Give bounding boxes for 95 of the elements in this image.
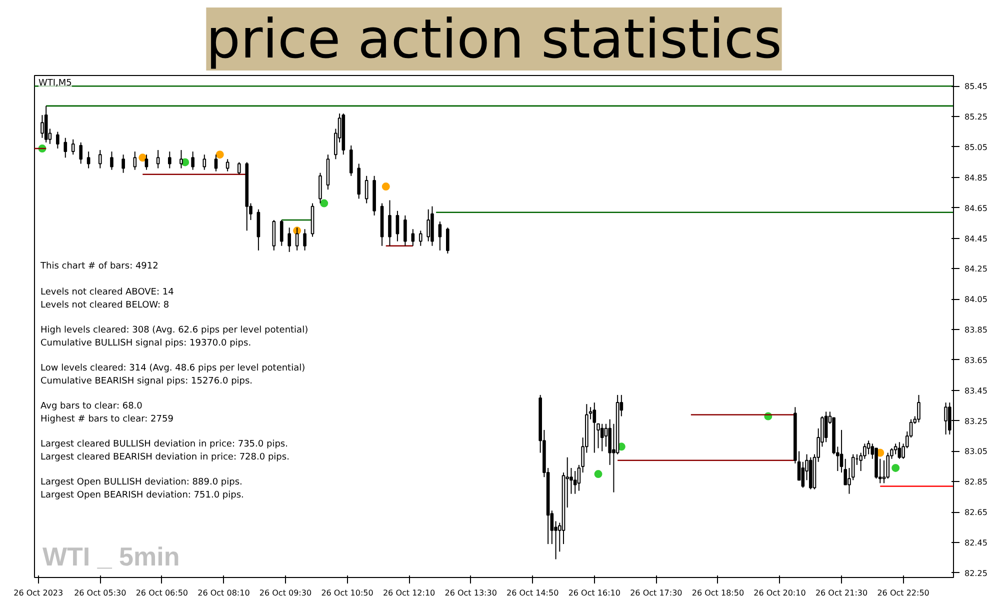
candlestick <box>318 172 322 204</box>
y-tick-label: 83.25 <box>964 416 988 426</box>
x-tick-label: 26 Oct 16:10 <box>568 588 620 598</box>
candlestick <box>944 402 948 436</box>
y-tick-label: 84.05 <box>964 295 988 304</box>
candlestick <box>824 411 828 443</box>
candlestick <box>303 228 306 251</box>
x-tick-label: 26 Oct 22:50 <box>877 588 930 598</box>
y-tick-label: 83.45 <box>964 386 988 396</box>
y-tick-label: 82.25 <box>964 568 988 578</box>
candlestick <box>79 142 82 164</box>
x-tick-label: 26 Oct 12:10 <box>382 588 436 598</box>
candlestick <box>882 460 886 484</box>
x-tick-label: 26 Oct 21:30 <box>815 588 868 598</box>
y-tick-label: 85.05 <box>964 142 988 152</box>
x-tick-label: 26 Oct 08:10 <box>198 588 250 598</box>
candlestick <box>202 154 206 170</box>
annotation: Avg bars to clear: 68.0 Highest # bars to clear: 2759 <box>40 401 174 424</box>
candlestick <box>894 443 898 455</box>
candlestick <box>396 210 400 242</box>
y-tick-label: 85.45 <box>964 82 988 92</box>
point <box>138 154 147 162</box>
candlestick <box>866 440 870 455</box>
y-tick-label: 82.85 <box>964 478 988 487</box>
candlestick <box>573 470 577 494</box>
candlestick <box>851 454 855 481</box>
candlestick <box>388 200 392 246</box>
candlestick <box>600 423 604 452</box>
candlestick <box>133 151 137 170</box>
candlestick <box>418 230 422 246</box>
candlestick <box>349 144 353 176</box>
candlestick <box>86 151 90 169</box>
x-tick-label: 26 Oct 18:50 <box>692 588 744 598</box>
annotation: Largest Open BULLISH deviation: 889.0 pips. Largest Open BEARISH deviation: 751.0 pips. <box>40 477 244 500</box>
annotation: This chart # of bars: 4912 <box>40 261 158 272</box>
candlestick <box>64 137 68 158</box>
y-tick-label: 83.05 <box>964 447 988 456</box>
y-tick-label: 84.65 <box>964 204 988 213</box>
y-tick-label: 85.25 <box>964 112 988 122</box>
chart-subtitle: WTI,M5 <box>38 78 72 88</box>
candlestick <box>364 175 368 204</box>
candlestick <box>40 114 44 138</box>
candlestick <box>917 394 920 423</box>
candlestick <box>404 214 407 246</box>
candlestick <box>801 461 805 488</box>
candlestick <box>71 138 75 156</box>
candlestick <box>122 154 125 174</box>
y-tick-label: 84.45 <box>964 234 988 244</box>
chart-title: price action statistics <box>206 8 782 70</box>
candlestick <box>426 208 430 242</box>
x-tick-label: 26 Oct 10:50 <box>321 588 374 598</box>
y-tick-label: 82.45 <box>964 538 988 548</box>
y-tick-label: 82.65 <box>964 508 988 518</box>
candlestick <box>156 150 160 169</box>
point <box>594 470 602 478</box>
candlestick <box>168 151 172 169</box>
candlestick <box>180 150 183 169</box>
annotation: WTI _ 5min <box>42 542 180 572</box>
candlestick <box>237 162 241 175</box>
annotation: High levels cleared: 308 (Avg. 62.6 pips per level potential) Cumulative BULLISH signal pips: 19370.0 pips. <box>40 325 308 348</box>
candlestick <box>226 158 230 172</box>
candlestick <box>191 151 194 170</box>
y-tick-label: 83.85 <box>964 326 988 335</box>
candlestick <box>438 221 442 251</box>
candlestick <box>98 150 102 169</box>
y-tick-label: 84.25 <box>964 264 988 274</box>
candlestick <box>144 154 148 170</box>
candlestick <box>214 154 218 172</box>
point <box>216 150 224 159</box>
y-tick-label: 83.65 <box>964 356 988 365</box>
x-tick-label: 26 Oct 17:30 <box>630 588 682 598</box>
candlestick <box>592 402 596 454</box>
candlestick <box>56 131 60 150</box>
point <box>382 182 390 191</box>
candlestick <box>110 151 114 170</box>
x-tick-label: 26 Oct 2023 <box>14 588 64 598</box>
candlestick <box>411 228 415 246</box>
candlestick <box>446 227 450 254</box>
point <box>320 199 328 208</box>
x-tick-label: 26 Oct 13:30 <box>444 588 497 598</box>
x-tick-label: 26 Oct 14:50 <box>506 588 559 598</box>
candlestick <box>886 452 890 480</box>
annotation: Low levels cleared: 314 (Avg. 48.6 pips per level potential) Cumulative BEARISH signal pips: 15276.0 pips. <box>40 363 306 386</box>
candlestick <box>288 227 292 252</box>
x-tick-label: 26 Oct 05:30 <box>74 588 126 598</box>
annotation: Levels not cleared ABOVE: 14 Levels not cleared BELOW: 8 <box>40 287 174 310</box>
point <box>892 464 900 472</box>
candlestick <box>898 442 902 460</box>
x-tick-label: 26 Oct 09:30 <box>259 588 312 598</box>
y-tick-label: 84.85 <box>964 173 988 182</box>
x-tick-label: 26 Oct 06:50 <box>136 588 188 598</box>
candlestick <box>295 227 299 251</box>
candlestick <box>280 220 284 246</box>
annotation: Largest cleared BULLISH deviation in price: 735.0 pips. Largest cleared BEARISH deviation in price: 728.0 pips. <box>40 439 290 462</box>
x-tick-label: 26 Oct 20:10 <box>754 588 806 598</box>
